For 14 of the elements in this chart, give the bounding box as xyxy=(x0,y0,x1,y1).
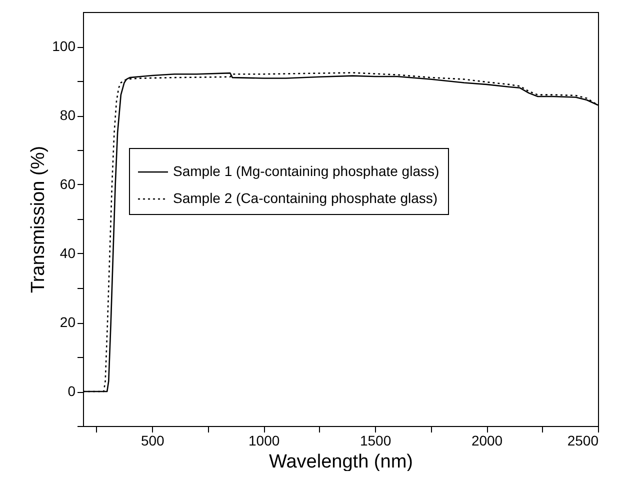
x-tick-label: 2000 xyxy=(471,432,503,448)
x-tick-label: 500 xyxy=(140,432,165,448)
y-tick-label: 80 xyxy=(60,107,76,123)
legend-label: Sample 2 (Ca-containing phosphate glass) xyxy=(173,190,438,206)
y-axis-title: Transmission (%) xyxy=(28,146,50,294)
y-tick-label: 100 xyxy=(52,38,76,54)
y-tick-label: 40 xyxy=(60,245,76,261)
x-tick-label: 2500 xyxy=(567,432,599,448)
legend-label: Sample 1 (Mg-containing phosphate glass) xyxy=(173,163,440,179)
y-tick-label: 0 xyxy=(68,383,76,399)
x-tick-label: 1500 xyxy=(360,432,392,448)
y-tick-label: 60 xyxy=(60,176,76,192)
y-tick-label: 20 xyxy=(60,314,76,330)
x-tick-label: 1000 xyxy=(248,432,280,448)
